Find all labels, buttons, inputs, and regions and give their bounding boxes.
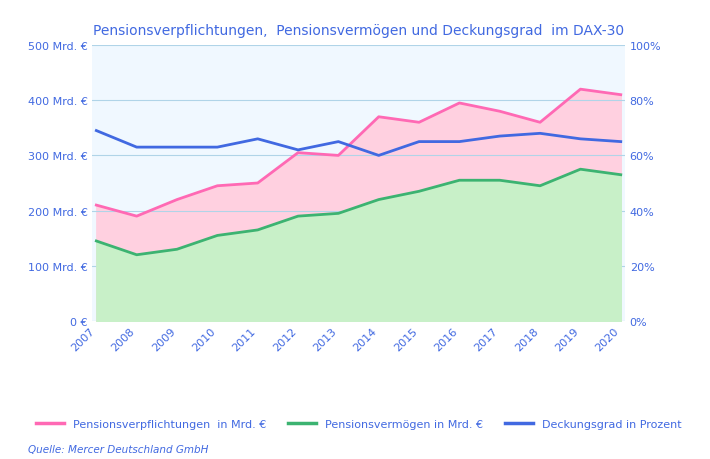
Text: Quelle: Mercer Deutschland GmbH: Quelle: Mercer Deutschland GmbH xyxy=(28,444,209,454)
Title: Pensionsverpflichtungen,  Pensionsvermögen und Deckungsgrad  im DAX-30: Pensionsverpflichtungen, Pensionsvermöge… xyxy=(93,24,624,38)
Legend: Pensionsverpflichtungen  in Mrd. €, Pensionsvermögen in Mrd. €, Deckungsgrad in : Pensionsverpflichtungen in Mrd. €, Pensi… xyxy=(31,415,686,434)
